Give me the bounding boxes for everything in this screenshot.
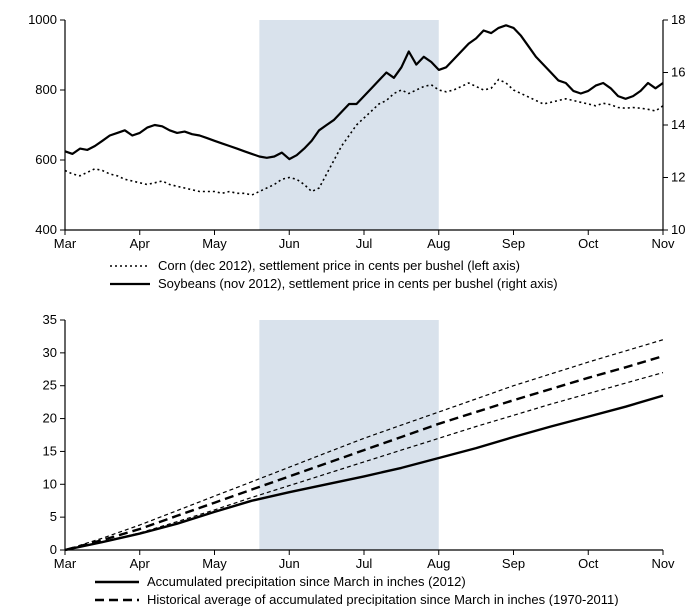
x-tick-label: Jun: [279, 556, 300, 571]
y-right-tick: 1000: [671, 222, 685, 237]
x-tick-label: Sep: [502, 556, 525, 571]
chart-svg: 400 600 800 1000 1000 1200 1400 1600 1800 Mar Apr M…: [10, 10, 685, 606]
x-tick-label: Sep: [502, 236, 525, 251]
x-tick-label: Nov: [651, 236, 675, 251]
x-tick-label: Mar: [54, 556, 77, 571]
x-tick-label: Nov: [651, 556, 675, 571]
y-tick: 5: [50, 509, 57, 524]
y-left-tick: 600: [35, 152, 57, 167]
y-tick: 25: [43, 378, 57, 393]
legend-label: Corn (dec 2012), settlement price in cen…: [158, 258, 520, 273]
x-tick-label: May: [202, 236, 227, 251]
x-tick-label: Apr: [130, 556, 151, 571]
legend-label: Soybeans (nov 2012), settlement price in…: [158, 276, 558, 291]
y-right-tick: 1400: [671, 117, 685, 132]
legend-label: Historical average of accumulated precip…: [147, 592, 619, 606]
x-tick-label: Aug: [427, 236, 450, 251]
x-tick-label: Aug: [427, 556, 450, 571]
y-left-tick: 800: [35, 82, 57, 97]
y-left-tick: 1000: [28, 12, 57, 27]
chart-container: 400600800100010001200140016001800MarAprM…: [10, 10, 675, 606]
x-tick-label: Jul: [356, 236, 373, 251]
x-tick-label: May: [202, 556, 227, 571]
y-right-tick: 1200: [671, 170, 685, 185]
y-tick: 10: [43, 476, 57, 491]
y-tick: 0: [50, 542, 57, 557]
x-tick-label: Jun: [279, 236, 300, 251]
y-tick: 35: [43, 312, 57, 327]
x-tick-label: Apr: [130, 236, 151, 251]
x-tick-label: Mar: [54, 236, 77, 251]
y-tick: 30: [43, 345, 57, 360]
y-left-tick: 400: [35, 222, 57, 237]
x-tick-label: Oct: [578, 236, 599, 251]
shaded-region: [259, 20, 438, 230]
y-right-tick: 1600: [671, 65, 685, 80]
y-right-tick: 1800: [671, 12, 685, 27]
x-tick-label: Oct: [578, 556, 599, 571]
shaded-region: [259, 320, 438, 550]
legend-label: Accumulated precipitation since March in…: [147, 574, 466, 589]
y-tick: 15: [43, 443, 57, 458]
y-tick: 20: [43, 411, 57, 426]
x-tick-label: Jul: [356, 556, 373, 571]
